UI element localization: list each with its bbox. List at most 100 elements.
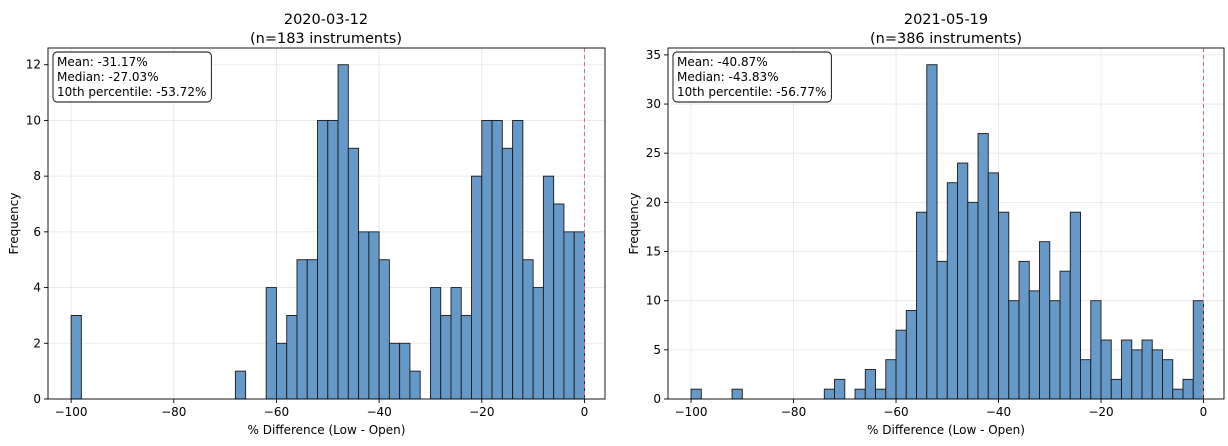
chart-panel-2: −100 −80 −60 −40 −20 0 0 5 10 15 20 25 30 35 2021-05-1… (627, 12, 1225, 437)
x-axis-label: % Difference (Low - Open) (867, 423, 1025, 437)
histogram-bar (936, 260, 948, 400)
chart-panel-1: −100 −80 −60 −40 −20 0 0 2 4 6 8 10 12 2020-03-12 (n=1… (7, 12, 606, 437)
y-tick-label: 35 (646, 48, 661, 62)
x-tick-label: −80 (161, 405, 186, 419)
histogram-bar (409, 370, 421, 400)
y-axis-label: Frequency (627, 193, 641, 255)
histogram-bar (895, 329, 907, 400)
histogram-bar (885, 359, 897, 400)
histogram-bar (327, 119, 339, 400)
stats-line: Median: -43.83% (677, 70, 779, 84)
histogram-bar (1028, 290, 1040, 400)
x-tick-label: −20 (469, 405, 494, 419)
stats-box (52, 51, 212, 103)
histogram-bar (1059, 270, 1071, 400)
chart-title: 2021-05-19 (904, 12, 988, 28)
y-tick-label: 12 (26, 58, 41, 72)
y-tick-label: 15 (646, 245, 661, 259)
histogram-bar (916, 211, 928, 400)
stats-line: Mean: -31.17% (57, 55, 148, 69)
chart-subtitle: (n=386 instruments) (870, 31, 1022, 47)
histogram-bar (834, 378, 846, 400)
plot-frame (47, 47, 606, 400)
histogram-bar (70, 314, 82, 400)
y-tick-label: 25 (646, 146, 661, 160)
histogram-bar (957, 162, 969, 400)
histogram-bar (317, 119, 329, 400)
histogram-bar (501, 147, 514, 400)
plot-frame (667, 47, 1225, 400)
histogram-bar (977, 133, 989, 400)
histogram-bar (1182, 378, 1194, 400)
y-tick-label: 20 (646, 195, 661, 209)
y-tick-label: 6 (33, 225, 41, 239)
x-tick-label: −60 (264, 405, 289, 419)
histogram-bar (1141, 339, 1153, 400)
histogram-bar (1110, 378, 1122, 400)
histogram-bar (553, 203, 565, 400)
histogram-bar (388, 342, 401, 400)
x-tick-label: −100 (55, 405, 88, 419)
stats-box (672, 51, 832, 103)
histogram-bar (296, 259, 308, 400)
y-tick-label: 10 (26, 113, 41, 127)
x-tick-label: −100 (675, 405, 708, 419)
histogram-bar (368, 231, 380, 400)
histogram-bar (1100, 339, 1112, 400)
histogram-bar (378, 259, 390, 400)
histogram-bar (1162, 359, 1174, 400)
histogram-bar (905, 310, 917, 400)
y-tick-label: 8 (33, 169, 41, 183)
y-tick-label: 0 (33, 392, 41, 406)
histogram-bar (854, 388, 866, 400)
histogram-bar (1069, 211, 1081, 400)
x-tick-label: −80 (781, 405, 806, 419)
x-tick-label: −40 (986, 405, 1011, 419)
histogram-bar (1039, 241, 1051, 400)
histogram-bar (563, 231, 575, 400)
histogram-bar (864, 369, 876, 400)
histogram-bar (1151, 349, 1163, 400)
y-tick-label: 5 (653, 343, 661, 357)
histogram-bar (875, 388, 887, 400)
histogram-bar (967, 201, 979, 400)
histogram-bar (1192, 300, 1204, 400)
histogram-bar (337, 64, 349, 400)
stats-line: Median: -27.03% (57, 70, 159, 84)
histogram-bar (265, 287, 277, 400)
histogram-bar (1121, 339, 1133, 400)
histogram-bar (823, 388, 835, 400)
histogram-bar (946, 182, 958, 400)
x-tick-label: 0 (581, 405, 589, 419)
chart-subtitle: (n=183 instruments) (250, 31, 402, 47)
histogram-bar (1131, 349, 1143, 400)
histogram-bar (306, 259, 318, 400)
histogram-bar (1172, 388, 1184, 400)
histogram-bar (275, 342, 288, 400)
histogram-bar (347, 147, 360, 400)
histogram-bar (491, 119, 503, 400)
y-tick-label: 10 (646, 294, 661, 308)
y-axis-label: Frequency (7, 193, 21, 255)
stats-line: 10th percentile: -56.77% (677, 85, 826, 99)
histogram-bar (998, 211, 1010, 400)
histogram-bar (450, 287, 462, 400)
histogram-bar (440, 314, 452, 400)
histogram-bar (987, 172, 999, 400)
x-tick-label: −60 (883, 405, 908, 419)
x-tick-label: 0 (1200, 405, 1208, 419)
histogram-bar (522, 259, 534, 400)
histogram-bar (460, 314, 472, 400)
x-tick-label: −20 (1088, 405, 1113, 419)
histogram-bar (430, 287, 442, 400)
x-axis-label: % Difference (Low - Open) (248, 423, 406, 437)
histogram-bar (286, 314, 298, 400)
histogram-bar (481, 119, 493, 400)
histogram-bar (512, 119, 524, 400)
y-tick-label: 4 (33, 281, 41, 295)
histogram-bar (1018, 260, 1030, 400)
histogram-bar (234, 370, 247, 400)
histogram-bar (471, 175, 483, 400)
histogram-bar (690, 388, 702, 400)
